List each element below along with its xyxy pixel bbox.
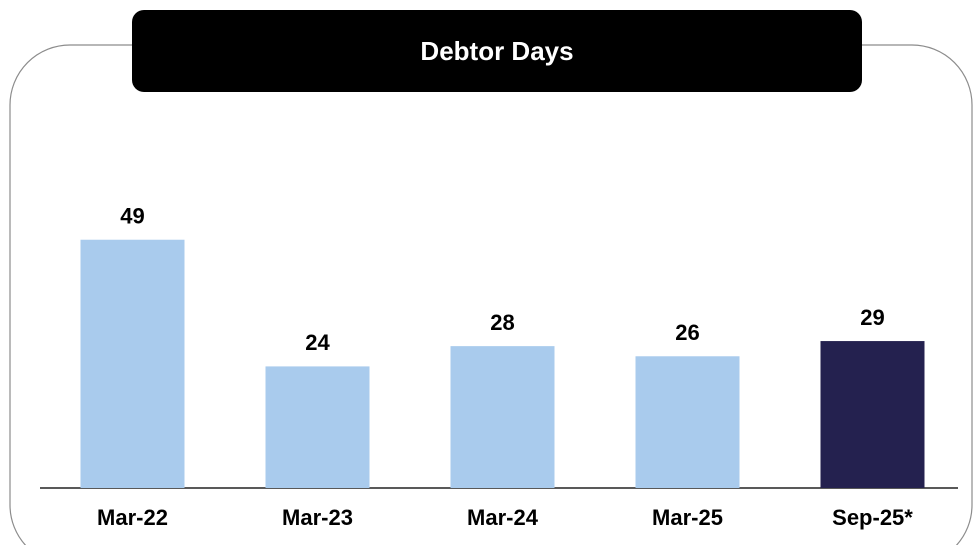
value-label: 28 [490, 310, 514, 335]
value-label: 26 [675, 320, 699, 345]
x-tick-label: Mar-23 [282, 505, 353, 530]
x-tick-label: Sep-25* [832, 505, 913, 530]
bar [820, 341, 925, 488]
title-box [132, 10, 862, 92]
x-tick-label: Mar-24 [467, 505, 539, 530]
bar [450, 346, 555, 488]
x-tick-label: Mar-25 [652, 505, 723, 530]
bar [635, 356, 740, 488]
value-label: 24 [305, 330, 330, 355]
value-label: 29 [860, 305, 884, 330]
x-tick-label: Mar-22 [97, 505, 168, 530]
bar [265, 366, 370, 488]
bar [80, 239, 185, 488]
chart-title: Debtor Days [420, 36, 573, 66]
value-label: 49 [120, 204, 144, 229]
